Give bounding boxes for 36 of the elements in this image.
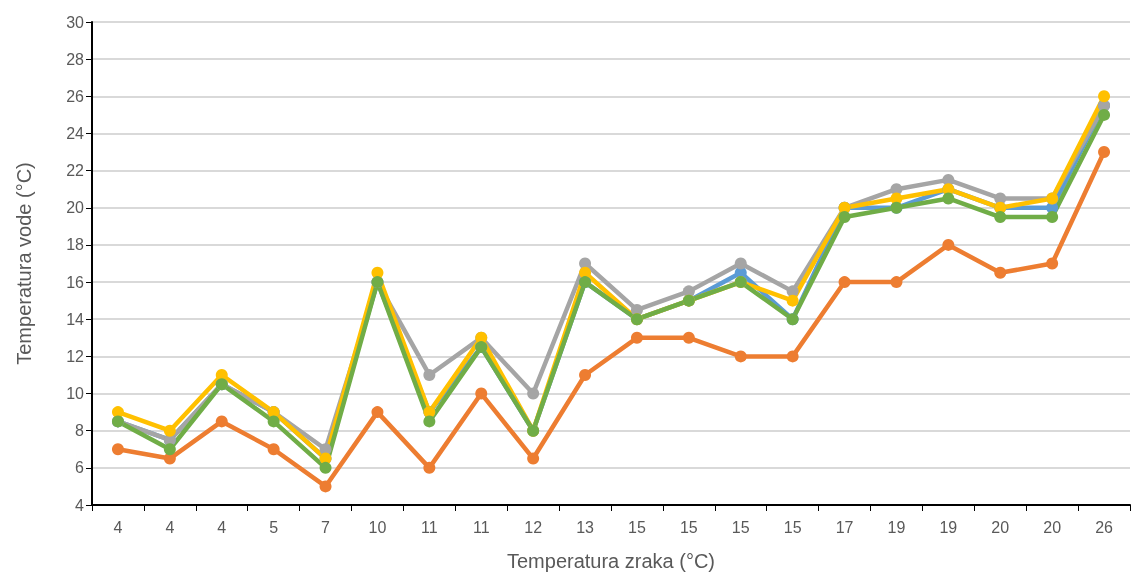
x-tick-label: 4	[113, 518, 123, 536]
y-tick-label: 8	[75, 422, 85, 440]
x-tick-label: 26	[1095, 518, 1114, 536]
y-tick-label: 6	[75, 459, 85, 477]
y-tick-label: 10	[66, 385, 85, 403]
x-axis-title: Temperatura zraka (°C)	[506, 550, 716, 572]
x-tick-label: 7	[321, 518, 331, 536]
x-tick-label: 11	[472, 518, 490, 536]
x-tick-label: 19	[939, 518, 958, 536]
x-tick-label: 12	[524, 518, 543, 536]
x-tick-label: 19	[887, 518, 906, 536]
x-tick-label: 20	[1043, 518, 1062, 536]
y-tick-label: 26	[66, 87, 85, 105]
y-tick-label: 28	[66, 50, 85, 68]
x-tick-label: 15	[679, 518, 698, 536]
y-tick-label: 22	[66, 162, 85, 180]
y-tick-label: 18	[66, 236, 85, 254]
y-axis-title: Temperatura vode (°C)	[13, 162, 35, 365]
x-tick-label: 15	[731, 518, 750, 536]
y-tick-label: 24	[66, 124, 85, 142]
x-tick-label: 15	[628, 518, 646, 536]
x-tick-label: 11	[421, 518, 438, 536]
y-tick-label: 14	[66, 310, 85, 328]
y-tick-label: 20	[66, 199, 85, 217]
y-tick-label: 30	[66, 13, 85, 31]
x-tick-label: 4	[165, 518, 175, 536]
x-tick-label: 15	[783, 518, 802, 536]
x-tick-label: 13	[576, 518, 595, 536]
x-tick-label: 17	[835, 518, 854, 536]
x-tick-label: 4	[217, 518, 227, 536]
x-tick-label: 10	[368, 518, 387, 536]
y-tick-label: 12	[66, 347, 85, 365]
y-tick-label: 16	[66, 273, 85, 291]
y-tick-label: 4	[75, 496, 85, 514]
x-tick-label: 5	[269, 518, 279, 536]
x-tick-label: 20	[991, 518, 1010, 536]
